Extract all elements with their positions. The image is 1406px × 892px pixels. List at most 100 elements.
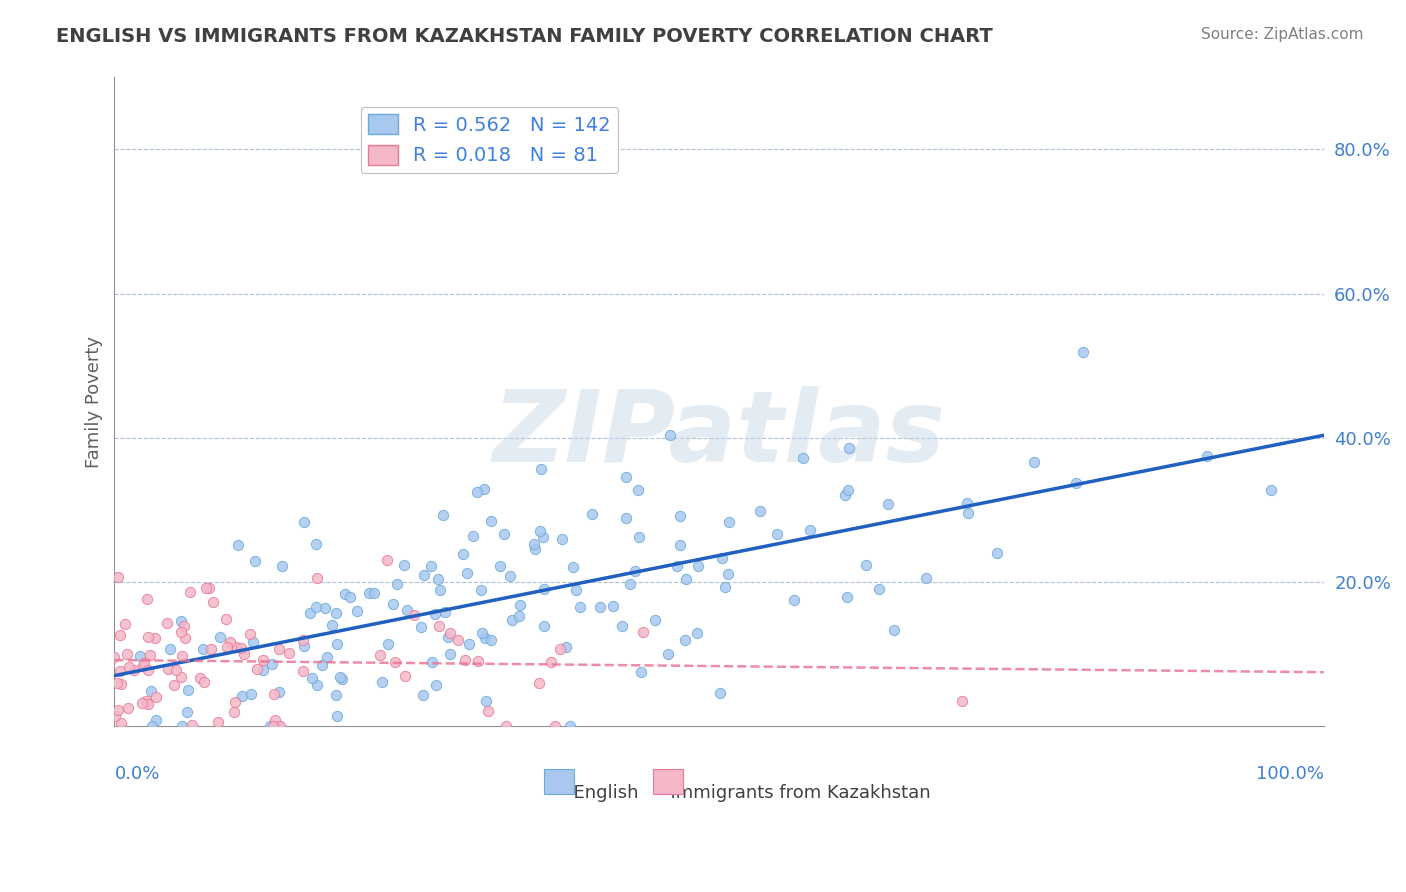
English (423, 607, 446, 622)
English (837, 591, 859, 605)
English (501, 613, 523, 627)
English (392, 558, 415, 572)
English (363, 586, 385, 600)
English (409, 619, 432, 633)
English (614, 470, 637, 484)
Immigrants from Kazakhstan (179, 584, 201, 599)
English (471, 626, 494, 640)
English (1195, 450, 1218, 464)
English (956, 496, 979, 510)
English (330, 672, 353, 686)
English (429, 582, 451, 597)
Immigrants from Kazakhstan (170, 670, 193, 684)
Text: Source: ZipAtlas.com: Source: ZipAtlas.com (1201, 27, 1364, 42)
Immigrants from Kazakhstan (143, 632, 166, 646)
Immigrants from Kazakhstan (215, 612, 238, 626)
English (357, 585, 380, 599)
English (170, 614, 193, 628)
Immigrants from Kazakhstan (368, 648, 391, 663)
English (333, 587, 356, 601)
English (326, 637, 349, 651)
Immigrants from Kazakhstan (267, 642, 290, 657)
Immigrants from Kazakhstan (165, 663, 187, 677)
Immigrants from Kazakhstan (207, 715, 229, 730)
English (472, 482, 495, 496)
Immigrants from Kazakhstan (200, 642, 222, 657)
Immigrants from Kazakhstan (201, 594, 224, 608)
English (675, 572, 697, 586)
Immigrants from Kazakhstan (103, 649, 125, 664)
Immigrants from Kazakhstan (132, 659, 155, 673)
English (325, 606, 347, 620)
Immigrants from Kazakhstan (631, 625, 654, 640)
English (748, 504, 770, 518)
Immigrants from Kazakhstan (224, 695, 246, 709)
English (465, 484, 488, 499)
English (141, 719, 163, 733)
Immigrants from Kazakhstan (292, 633, 315, 648)
English (713, 580, 735, 594)
English (1066, 475, 1088, 490)
English (243, 554, 266, 568)
English (669, 509, 692, 524)
English (129, 648, 152, 663)
English (260, 657, 283, 671)
English (321, 617, 343, 632)
Immigrants from Kazakhstan (173, 618, 195, 632)
English (458, 637, 481, 651)
English (267, 719, 290, 733)
English (413, 567, 436, 582)
English (299, 606, 322, 620)
Y-axis label: Family Poverty: Family Poverty (86, 335, 103, 467)
English (209, 631, 232, 645)
English (509, 599, 531, 613)
English (226, 538, 249, 552)
English (177, 682, 200, 697)
English (554, 640, 576, 655)
English (141, 683, 163, 698)
Immigrants from Kazakhstan (269, 719, 291, 733)
Immigrants from Kazakhstan (427, 618, 450, 632)
English (659, 427, 682, 442)
English (176, 706, 198, 720)
English (562, 560, 585, 574)
English (558, 719, 581, 733)
Legend: R = 0.562   N = 142, R = 0.018   N = 81: R = 0.562 N = 142, R = 0.018 N = 81 (360, 107, 619, 173)
Immigrants from Kazakhstan (402, 608, 425, 623)
English (569, 599, 592, 614)
English (385, 576, 408, 591)
Immigrants from Kazakhstan (105, 676, 128, 690)
English (377, 637, 399, 651)
English (339, 590, 361, 604)
English (877, 497, 900, 511)
English (463, 529, 485, 543)
English (242, 634, 264, 648)
Immigrants from Kazakhstan (193, 674, 215, 689)
Text: ZIPatlas: ZIPatlas (494, 385, 946, 483)
Immigrants from Kazakhstan (107, 702, 129, 716)
English (565, 583, 588, 598)
English (717, 567, 740, 582)
English (489, 559, 512, 574)
Immigrants from Kazakhstan (170, 624, 193, 639)
Immigrants from Kazakhstan (529, 676, 551, 690)
English (666, 558, 689, 573)
Immigrants from Kazakhstan (540, 655, 562, 669)
Immigrants from Kazakhstan (291, 665, 314, 679)
English (492, 526, 515, 541)
Immigrants from Kazakhstan (136, 697, 159, 711)
English (412, 689, 434, 703)
English (371, 675, 394, 690)
English (837, 483, 859, 497)
Immigrants from Kazakhstan (108, 628, 131, 642)
Immigrants from Kazakhstan (198, 581, 221, 595)
English (765, 527, 787, 541)
English (159, 642, 181, 657)
Immigrants from Kazakhstan (114, 616, 136, 631)
English (630, 665, 652, 679)
Immigrants from Kazakhstan (377, 553, 399, 567)
English (420, 655, 443, 669)
English (301, 672, 323, 686)
English (799, 523, 821, 537)
Immigrants from Kazakhstan (195, 581, 218, 595)
